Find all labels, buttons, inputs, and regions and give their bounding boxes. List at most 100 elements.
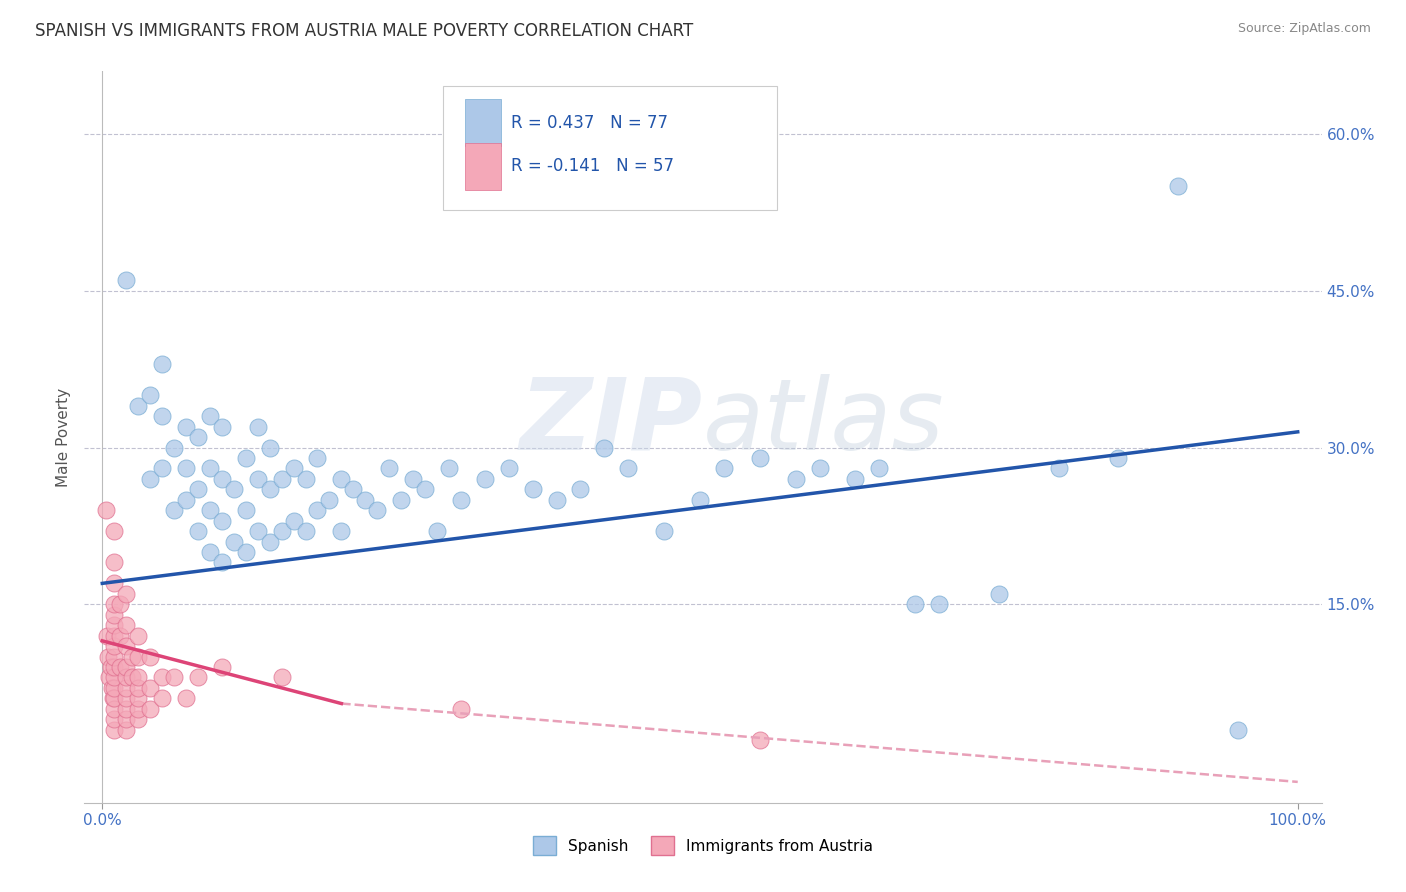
Point xyxy=(474,472,496,486)
Point xyxy=(283,461,305,475)
Point xyxy=(198,461,221,475)
Point xyxy=(163,670,186,684)
Point xyxy=(413,483,436,497)
Point xyxy=(1167,179,1189,194)
Point xyxy=(294,524,316,538)
Legend: Spanish, Immigrants from Austria: Spanish, Immigrants from Austria xyxy=(527,830,879,861)
Point xyxy=(522,483,544,497)
Point xyxy=(270,524,292,538)
Point xyxy=(222,534,245,549)
Point xyxy=(103,576,125,591)
Point xyxy=(127,712,149,726)
Point xyxy=(103,556,125,570)
Point xyxy=(307,503,329,517)
Point xyxy=(235,545,257,559)
Point xyxy=(546,492,568,507)
Y-axis label: Male Poverty: Male Poverty xyxy=(56,387,72,487)
Point xyxy=(307,450,329,465)
Point xyxy=(103,670,125,684)
Point xyxy=(187,430,209,444)
Text: atlas: atlas xyxy=(703,374,945,471)
Point xyxy=(187,483,209,497)
Point xyxy=(450,492,472,507)
Point xyxy=(1226,723,1249,737)
FancyBboxPatch shape xyxy=(465,99,502,146)
Point xyxy=(748,450,770,465)
Point xyxy=(103,723,125,737)
Point xyxy=(96,629,118,643)
Point xyxy=(139,649,162,664)
Point xyxy=(450,702,472,716)
Point xyxy=(283,514,305,528)
Point xyxy=(150,691,173,706)
Point xyxy=(318,492,340,507)
Point xyxy=(127,681,149,695)
Point xyxy=(150,409,173,424)
Point xyxy=(115,702,138,716)
Point xyxy=(1107,450,1129,465)
Point xyxy=(115,670,138,684)
Point xyxy=(426,524,449,538)
Point xyxy=(222,483,245,497)
Point xyxy=(115,681,138,695)
Point xyxy=(402,472,425,486)
Point xyxy=(100,660,122,674)
Point xyxy=(150,461,173,475)
Point xyxy=(259,441,281,455)
Point xyxy=(246,472,269,486)
Point xyxy=(103,681,125,695)
Point xyxy=(928,597,950,611)
Point xyxy=(103,524,125,538)
Point xyxy=(187,524,209,538)
Point xyxy=(101,691,124,706)
Text: ZIP: ZIP xyxy=(520,374,703,471)
Point xyxy=(569,483,592,497)
Point xyxy=(163,503,186,517)
Point xyxy=(330,524,353,538)
Point xyxy=(115,639,138,653)
Point xyxy=(103,607,125,622)
Point xyxy=(139,388,162,402)
Point xyxy=(868,461,890,475)
Point xyxy=(103,702,125,716)
Point xyxy=(366,503,388,517)
Point xyxy=(187,670,209,684)
Point xyxy=(115,712,138,726)
Point xyxy=(593,441,616,455)
Point xyxy=(103,712,125,726)
Point xyxy=(785,472,807,486)
Point xyxy=(103,649,125,664)
Point xyxy=(97,649,120,664)
Point xyxy=(342,483,364,497)
Point xyxy=(150,357,173,371)
Point xyxy=(904,597,927,611)
Point xyxy=(389,492,412,507)
Point xyxy=(174,691,197,706)
Point xyxy=(115,660,138,674)
Point xyxy=(211,660,233,674)
Point xyxy=(127,629,149,643)
Point xyxy=(110,660,132,674)
Point xyxy=(103,639,125,653)
Point xyxy=(270,472,292,486)
Point xyxy=(1047,461,1070,475)
Point xyxy=(115,587,138,601)
Text: Source: ZipAtlas.com: Source: ZipAtlas.com xyxy=(1237,22,1371,36)
Point xyxy=(270,670,292,684)
Point xyxy=(115,618,138,632)
Point xyxy=(127,649,149,664)
Point xyxy=(437,461,460,475)
Point xyxy=(713,461,735,475)
Point xyxy=(211,419,233,434)
Point xyxy=(139,472,162,486)
Point xyxy=(330,472,353,486)
Point xyxy=(498,461,520,475)
Point xyxy=(354,492,377,507)
Text: SPANISH VS IMMIGRANTS FROM AUSTRIA MALE POVERTY CORRELATION CHART: SPANISH VS IMMIGRANTS FROM AUSTRIA MALE … xyxy=(35,22,693,40)
Point xyxy=(246,524,269,538)
Point xyxy=(198,545,221,559)
Point xyxy=(259,483,281,497)
Point xyxy=(211,472,233,486)
Point xyxy=(110,629,132,643)
Text: R = 0.437   N = 77: R = 0.437 N = 77 xyxy=(512,113,668,131)
